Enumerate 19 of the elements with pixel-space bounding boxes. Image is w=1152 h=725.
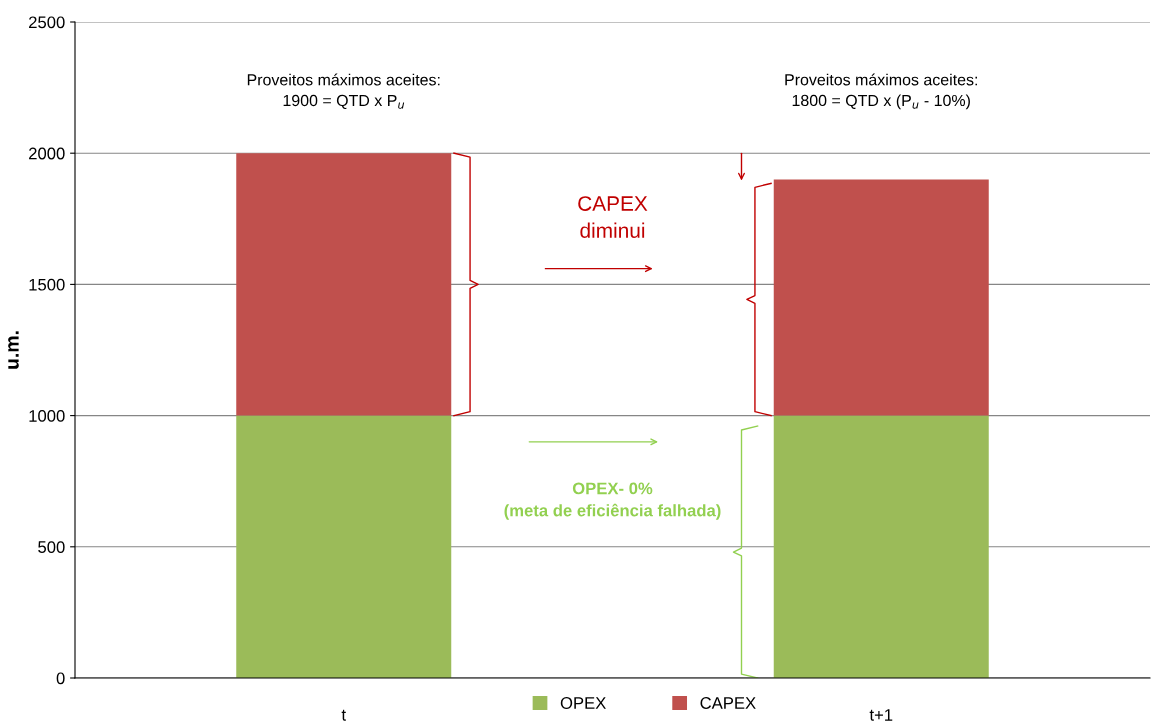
bar (773, 179, 989, 416)
annotation: OPEX- 0% (meta de eficiência falhada) (504, 482, 721, 520)
x-tick-label: t (341, 709, 346, 721)
annotation: CAPEX diminui (578, 196, 648, 238)
y-tick-label: 1000 (29, 410, 65, 422)
annotation: Proveitos máximos aceites: 1900 = QTD x P$_{u}$ (247, 73, 440, 109)
y-tick-label: 2000 (29, 147, 65, 160)
y-tick-label: 0 (56, 672, 65, 685)
annotation: Proveitos máximos aceites: 1800 = QTD x (P$_{u}$ - 10%) (785, 73, 977, 110)
y-tick-label: 2500 (29, 16, 65, 29)
x-tick-label: t+1 (869, 709, 893, 721)
y-tick-label: 1500 (29, 278, 65, 291)
legend-label: CAPEX (700, 697, 756, 709)
bar (236, 153, 452, 416)
bar (236, 415, 452, 678)
legend-label: OPEX (560, 697, 606, 709)
bar (773, 415, 989, 678)
y-tick-label: 500 (38, 541, 65, 553)
y-axis-title: u.m. (8, 331, 19, 369)
